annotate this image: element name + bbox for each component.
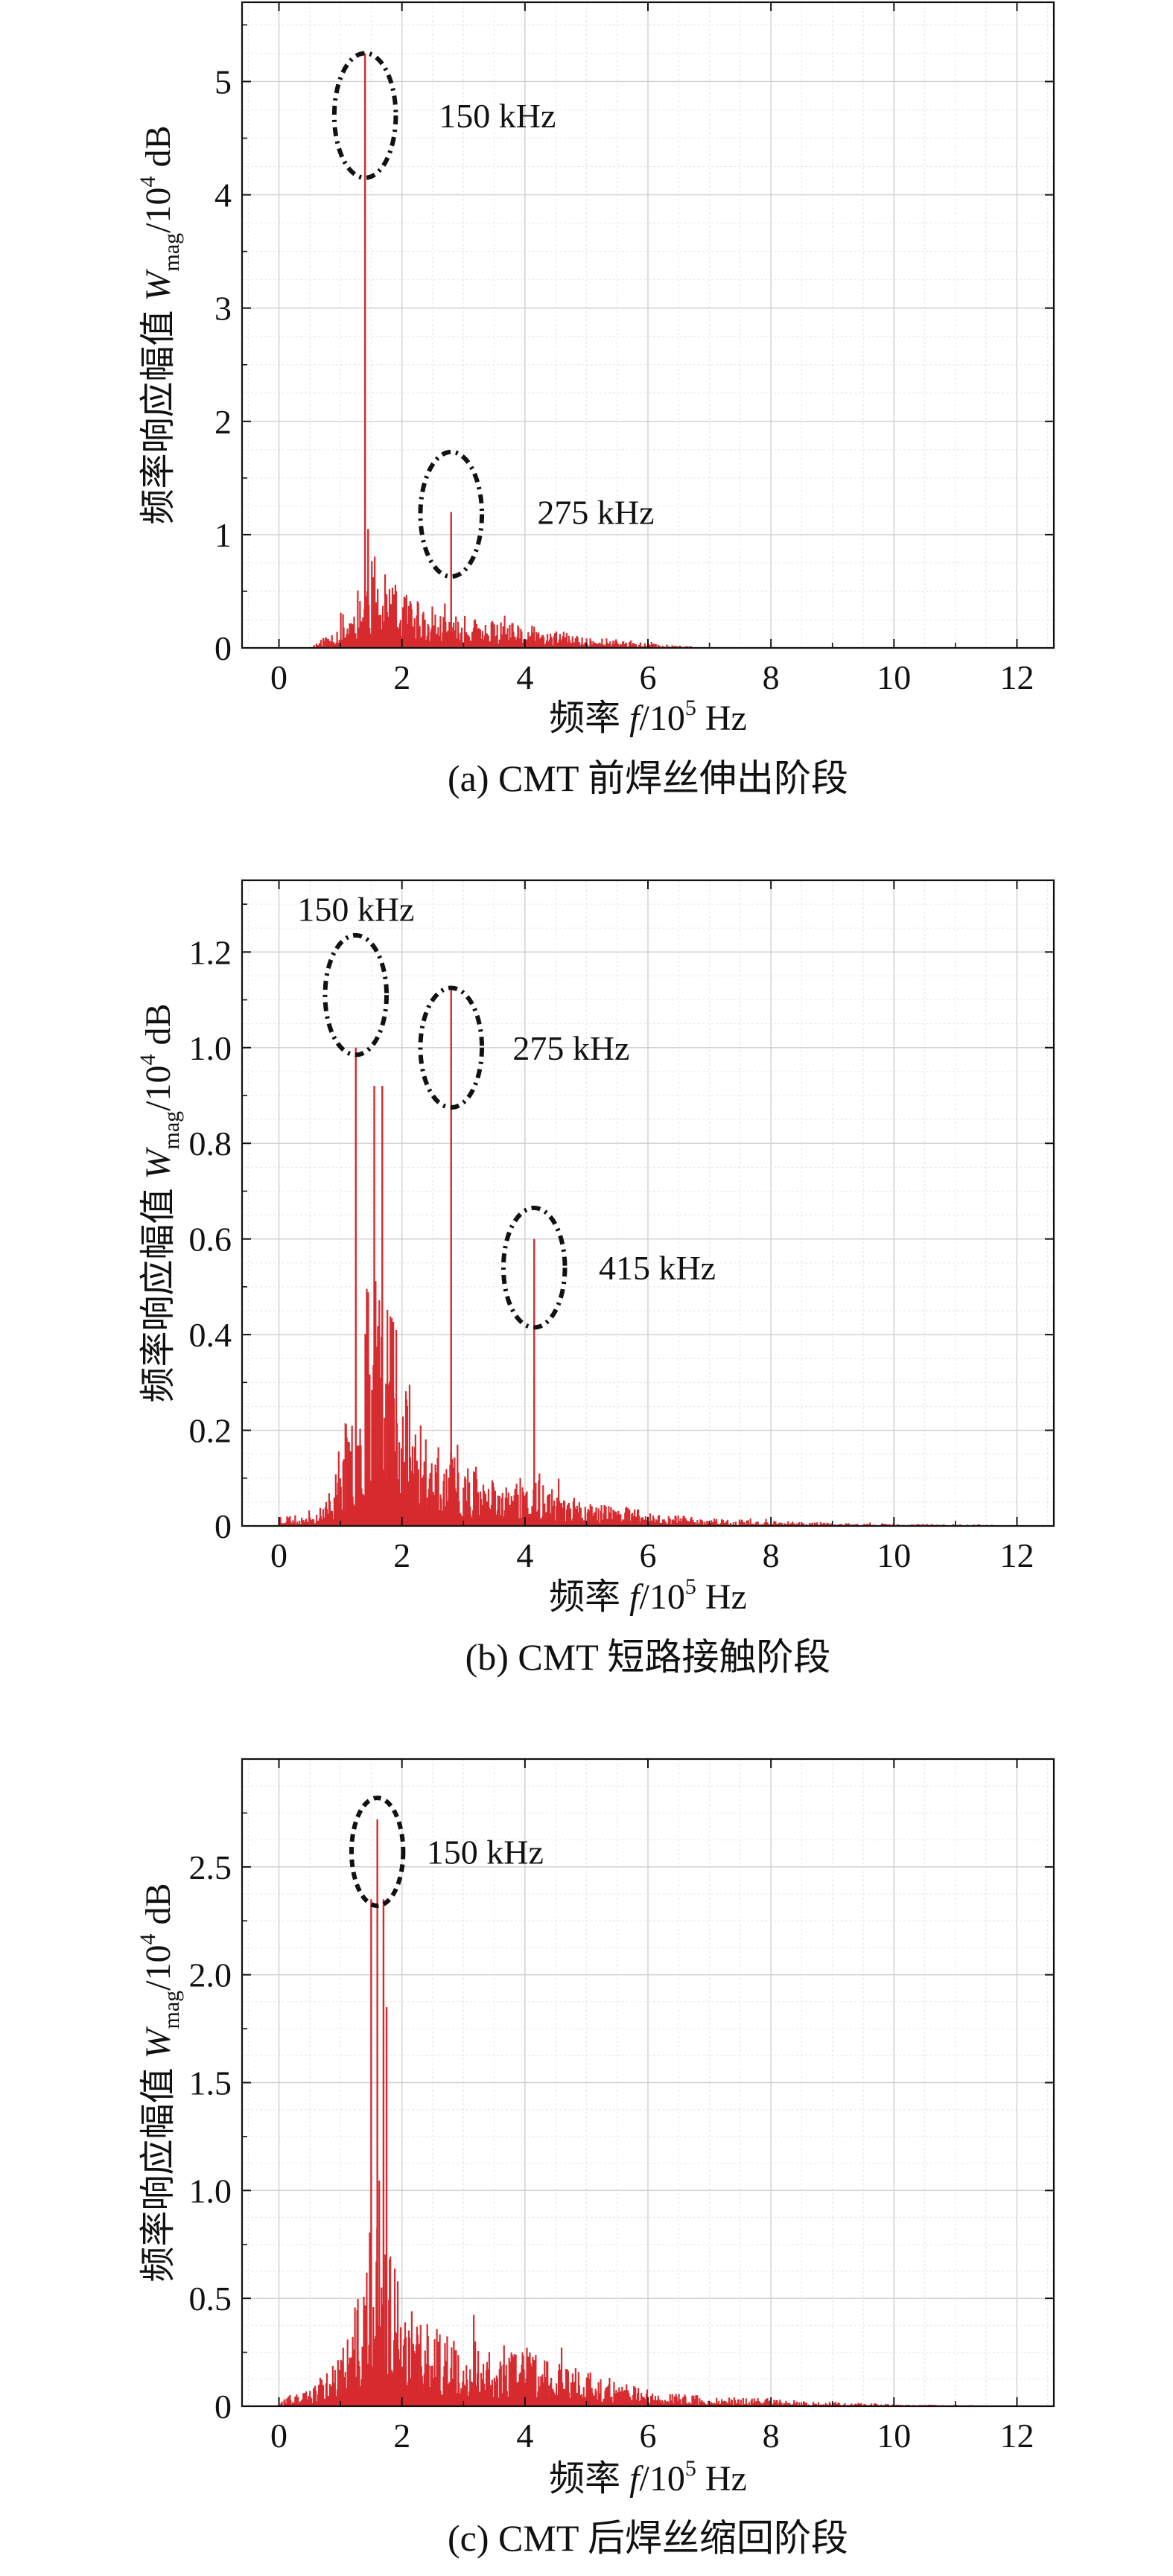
x-tick-label: 4 [516,658,533,696]
x-tick-label: 6 [640,2417,657,2455]
chart-caption: (b) CMT 短路接触阶段 [465,1636,831,1678]
y-tick-label: 1.0 [189,2172,232,2210]
y-tick-label: 0.5 [189,2280,232,2318]
peak-highlight-ellipse [322,932,390,1058]
spectrum-series [311,53,698,648]
y-axis-label: 频率响应幅值 Wmag/104 dB [136,125,184,524]
grid-major [242,880,1054,1527]
y-tick-label: 0.8 [189,1125,232,1163]
chart-caption: (a) CMT 前焊丝伸出阶段 [448,757,848,799]
y-tick-label: 1 [214,516,232,554]
x-tick-label: 12 [999,1536,1034,1574]
chart-panel-3: 0 2 4 6 8 10 12 0 0.5 1.0 1.5 2.0 2.5 150 kHz 频率 f/105… [136,1758,1055,2559]
peak-annotations: 150 kHz 275 kHz [331,51,655,579]
y-tick-label: 1.0 [189,1029,232,1067]
y-tick-label: 2 [214,403,232,441]
y-tick-label: 2.0 [189,1956,232,1994]
x-tick-label: 10 [877,658,911,696]
peak-annotations: 150 kHz 275 kHz 415 kHz [297,891,716,1330]
peak-frequency-label: 415 kHz [599,1249,716,1287]
x-tick-label: 0 [270,1536,287,1574]
x-tick-label: 10 [877,1536,911,1574]
x-tick-label: 8 [763,1536,780,1574]
y-tick-label: 0 [214,629,232,667]
y-tick-label: 1.2 [189,933,232,971]
y-tick-label: 5 [214,63,232,101]
y-axis-label: 频率响应幅值 Wmag/104 dB [136,1003,184,1402]
peak-highlight-ellipse [418,449,485,579]
peak-highlight-ellipse [500,1205,568,1330]
x-tick-label: 2 [393,2417,410,2455]
x-tick-label: 8 [763,658,780,696]
peak-frequency-label: 150 kHz [297,891,414,929]
peak-highlight-ellipse [331,51,398,180]
y-tick-label: 1.5 [189,2064,232,2102]
spectrum-series [278,1819,993,2406]
axis-ticks: 0 2 4 6 8 10 12 0 0.2 0.4 0.6 0.8 1.0 1.2 [189,880,1054,1574]
peak-frequency-label: 150 kHz [427,1834,544,1871]
x-tick-label: 4 [516,1536,533,1574]
y-axis-label: 频率响应幅值 Wmag/104 dB [136,1883,184,2282]
peak-highlight-ellipse [418,985,485,1110]
peak-frequency-label: 275 kHz [537,493,654,531]
x-tick-label: 4 [516,2417,533,2455]
grid-major [242,2,1054,649]
x-tick-label: 2 [393,1536,410,1574]
x-axis-label: 频率 f/105 Hz [549,696,747,738]
y-tick-label: 0.2 [189,1412,232,1450]
axis-ticks: 0 2 4 6 8 10 12 0 0.5 1.0 1.5 2.0 2.5 [189,1759,1054,2455]
chart-panel-2: 0 2 4 6 8 10 12 0 0.2 0.4 0.6 0.8 1.0 1.2 150 kHz 275 k… [136,879,1055,1678]
y-tick-label: 0.4 [189,1316,232,1354]
x-axis-label: 频率 f/105 Hz [549,2456,747,2499]
chart-caption: (c) CMT 后焊丝缩回阶段 [448,2517,848,2559]
y-tick-label: 2.5 [189,1848,232,1886]
peak-frequency-label: 275 kHz [512,1029,629,1067]
x-tick-label: 6 [640,1536,657,1574]
x-tick-label: 0 [270,658,287,696]
y-tick-label: 0.6 [189,1221,232,1259]
x-tick-label: 10 [877,2417,911,2455]
peak-frequency-label: 150 kHz [439,97,556,135]
x-tick-label: 12 [999,2417,1034,2455]
x-tick-label: 8 [763,2417,780,2455]
x-tick-label: 0 [270,2417,287,2455]
y-tick-label: 3 [214,290,232,328]
peak-annotations: 150 kHz [349,1796,544,1908]
y-tick-label: 0 [214,1507,232,1545]
y-tick-label: 4 [214,176,232,214]
x-axis-label: 频率 f/105 Hz [549,1574,747,1617]
peak-highlight-ellipse [349,1796,406,1908]
x-tick-label: 12 [999,658,1034,696]
y-tick-label: 0 [214,2388,232,2426]
x-tick-label: 2 [393,658,410,696]
x-tick-label: 6 [640,658,657,696]
